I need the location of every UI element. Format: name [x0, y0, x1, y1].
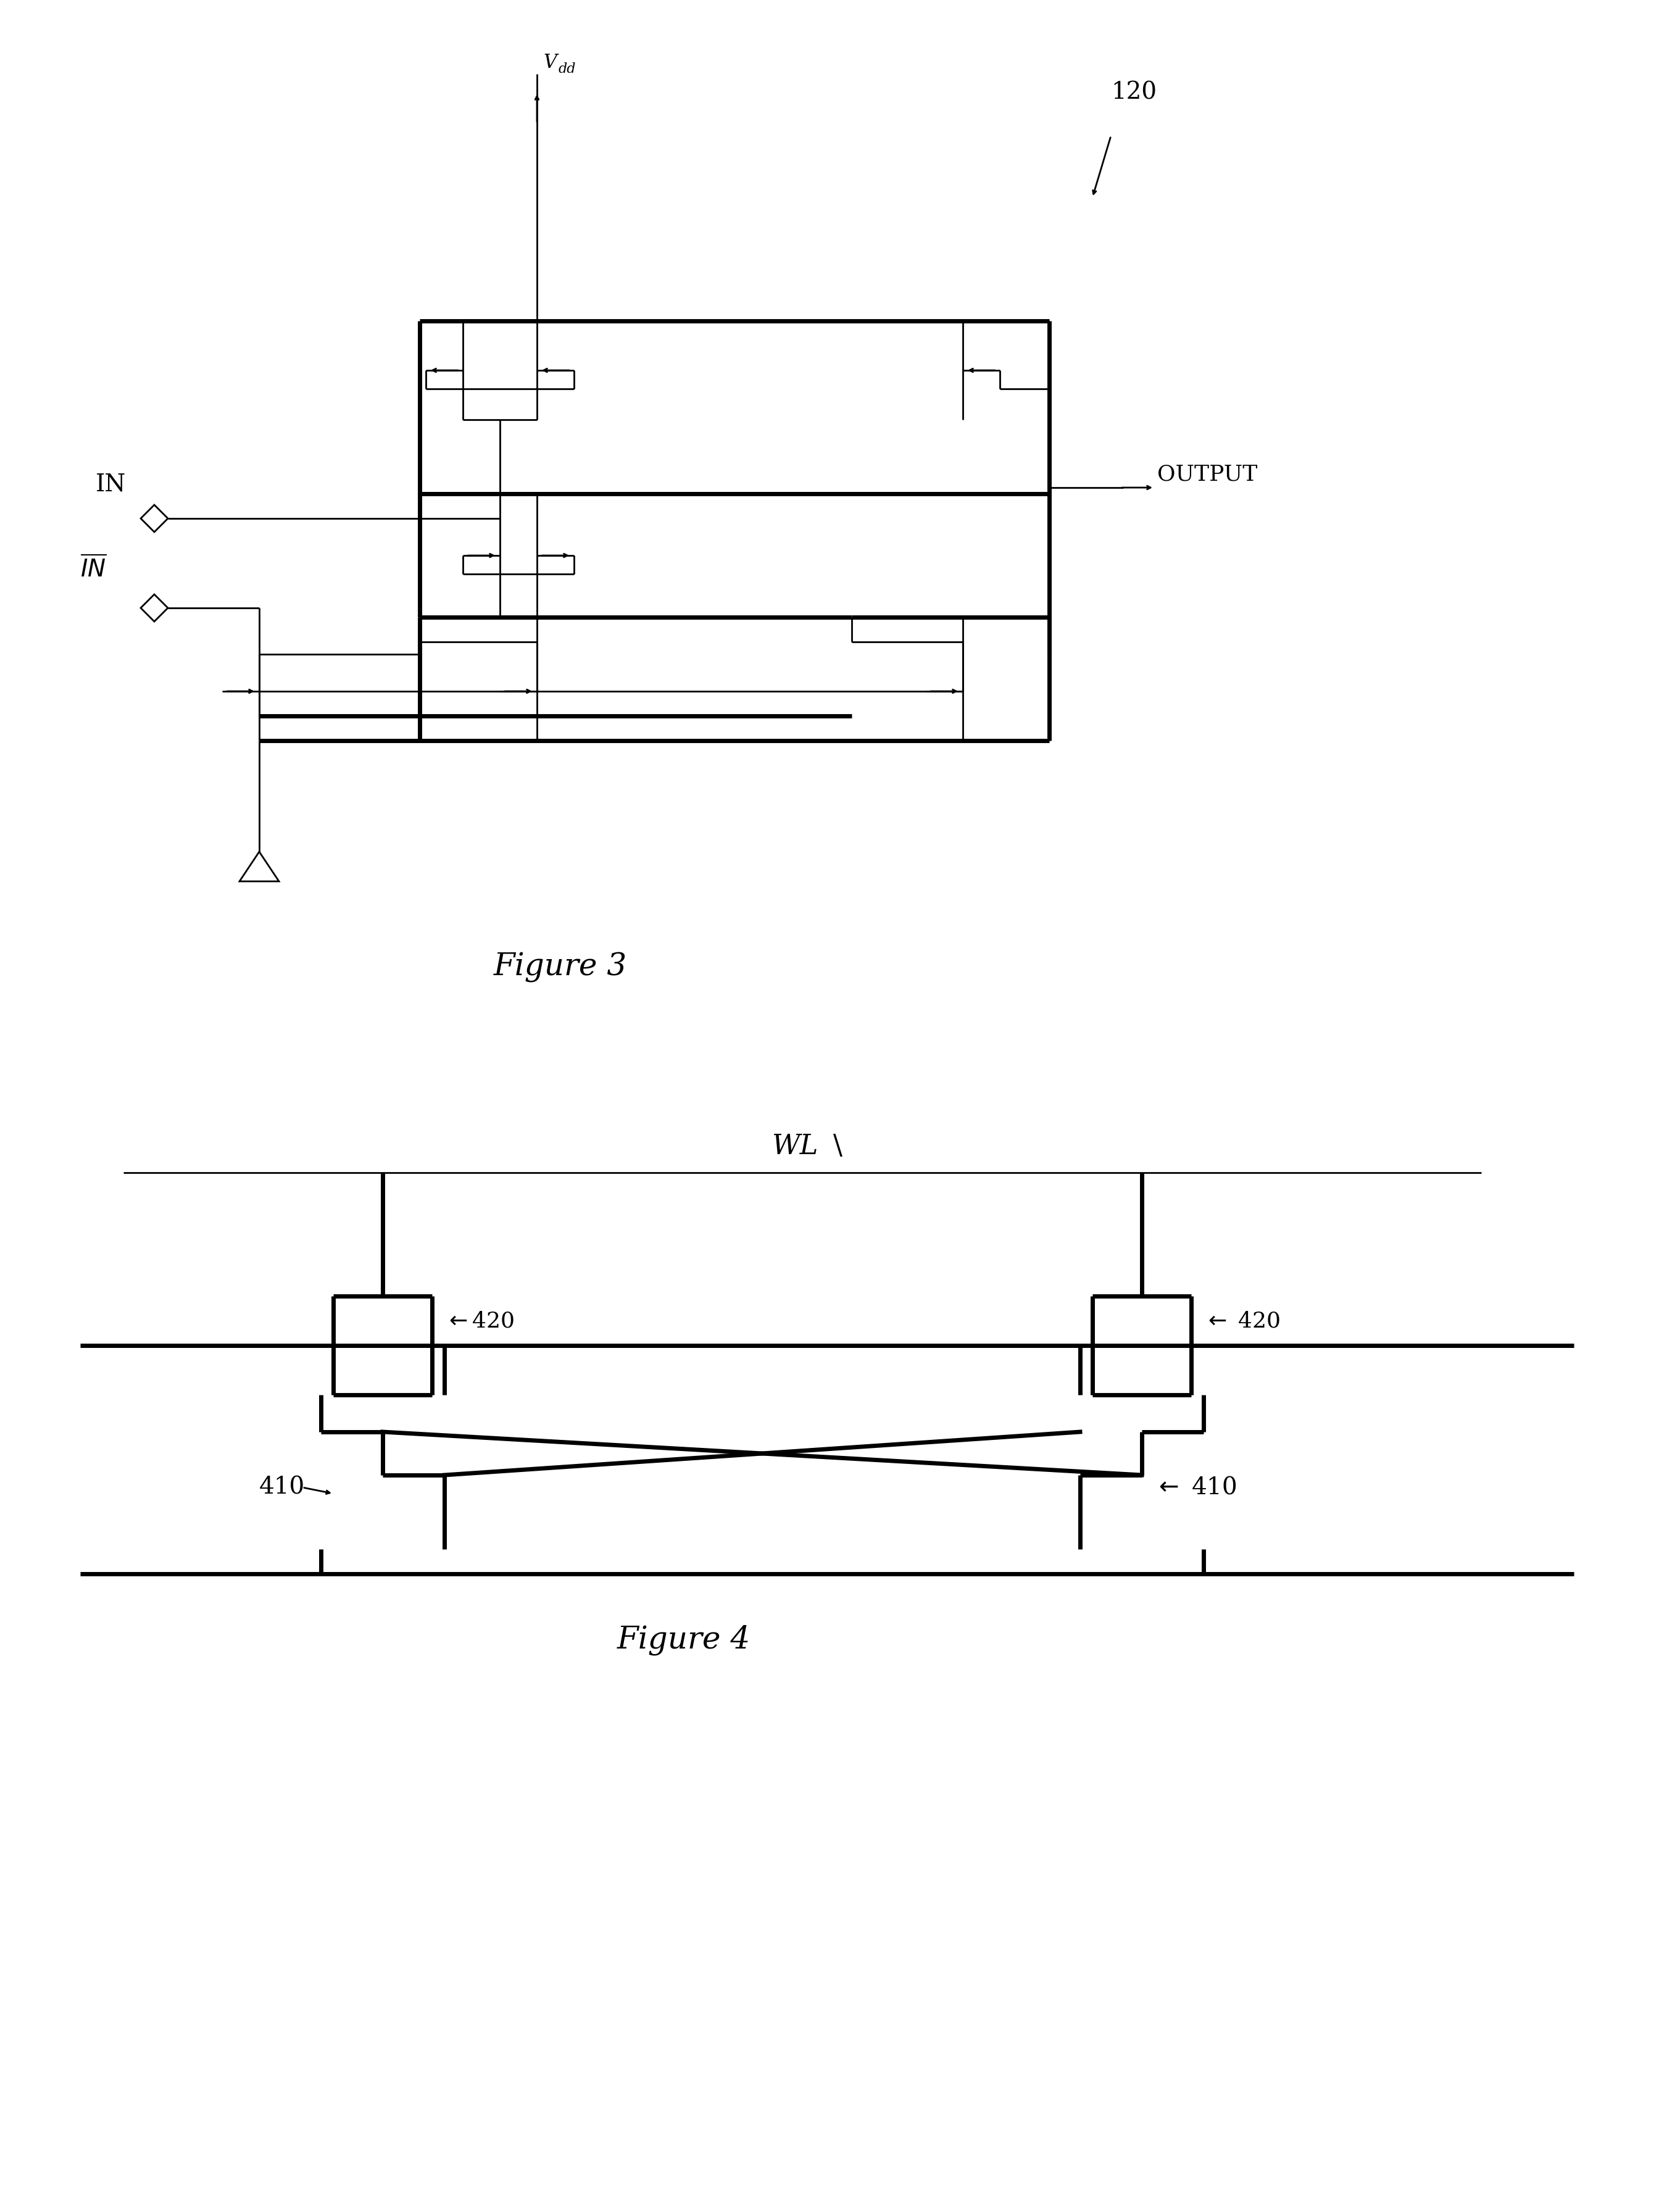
Text: 120: 120 — [1110, 82, 1158, 104]
Text: 410: 410 — [259, 1475, 306, 1498]
Text: IN: IN — [96, 473, 126, 495]
Polygon shape — [240, 852, 279, 880]
Text: $\leftarrow$ 410: $\leftarrow$ 410 — [1154, 1475, 1236, 1498]
Text: $\leftarrow$ 420: $\leftarrow$ 420 — [1203, 1310, 1280, 1332]
Text: Figure 3: Figure 3 — [494, 951, 627, 982]
Text: \: \ — [833, 1133, 842, 1159]
Text: OUTPUT: OUTPUT — [1158, 465, 1257, 484]
Text: WL: WL — [771, 1133, 818, 1159]
Text: V: V — [543, 53, 556, 73]
Text: dd: dd — [558, 62, 576, 75]
Text: $\leftarrow$420: $\leftarrow$420 — [445, 1310, 514, 1332]
Text: Figure 4: Figure 4 — [617, 1624, 751, 1655]
Text: $\overline{IN}$: $\overline{IN}$ — [81, 555, 106, 582]
